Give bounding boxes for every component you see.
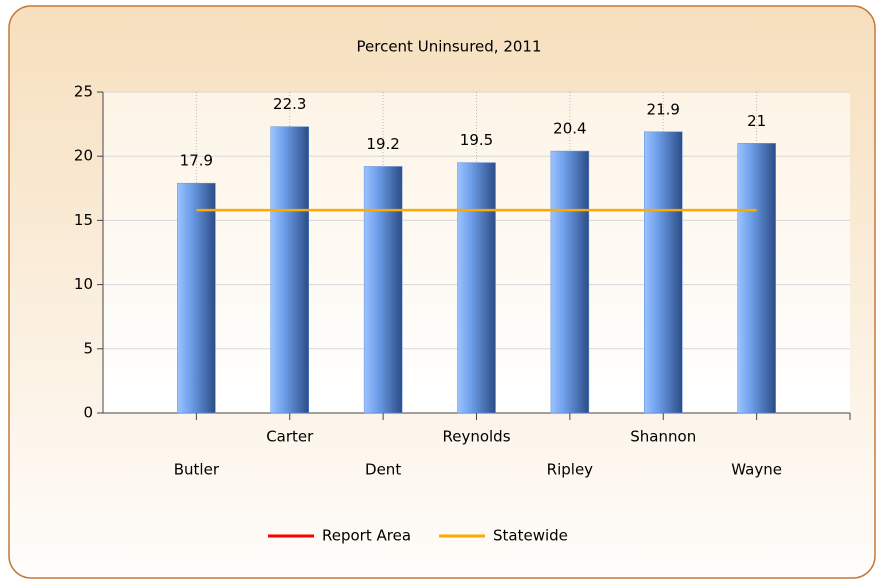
bar bbox=[644, 131, 683, 414]
x-tick-label: Ripley bbox=[547, 461, 594, 479]
x-tick-label: Shannon bbox=[630, 428, 696, 446]
bar bbox=[363, 166, 403, 414]
y-tick-label: 5 bbox=[83, 339, 93, 357]
legend-label: Report Area bbox=[322, 527, 411, 545]
value-label: 20.4 bbox=[553, 120, 586, 138]
legend-label: Statewide bbox=[493, 527, 568, 545]
x-tick-label: Reynolds bbox=[442, 428, 510, 446]
bar bbox=[737, 143, 776, 414]
x-tick-label: Butler bbox=[174, 461, 220, 479]
value-label: 22.3 bbox=[273, 95, 306, 113]
value-label: 21.9 bbox=[647, 100, 680, 118]
chart-title: Percent Uninsured, 2011 bbox=[357, 38, 542, 56]
y-tick-label: 15 bbox=[74, 211, 93, 229]
x-tick-label: Wayne bbox=[731, 461, 782, 479]
y-tick-label: 20 bbox=[74, 147, 93, 165]
y-tick-label: 25 bbox=[74, 83, 93, 101]
bar bbox=[177, 182, 216, 414]
bar bbox=[457, 162, 496, 414]
y-tick-label: 0 bbox=[83, 404, 93, 422]
value-label: 17.9 bbox=[180, 152, 213, 170]
value-label: 19.2 bbox=[366, 135, 399, 153]
value-label: 21 bbox=[747, 112, 766, 130]
x-tick-label: Dent bbox=[365, 461, 401, 479]
y-tick-label: 10 bbox=[74, 275, 93, 293]
bar bbox=[550, 150, 590, 414]
x-tick-label: Carter bbox=[266, 428, 314, 446]
bar bbox=[270, 126, 309, 414]
value-label: 19.5 bbox=[460, 131, 493, 149]
